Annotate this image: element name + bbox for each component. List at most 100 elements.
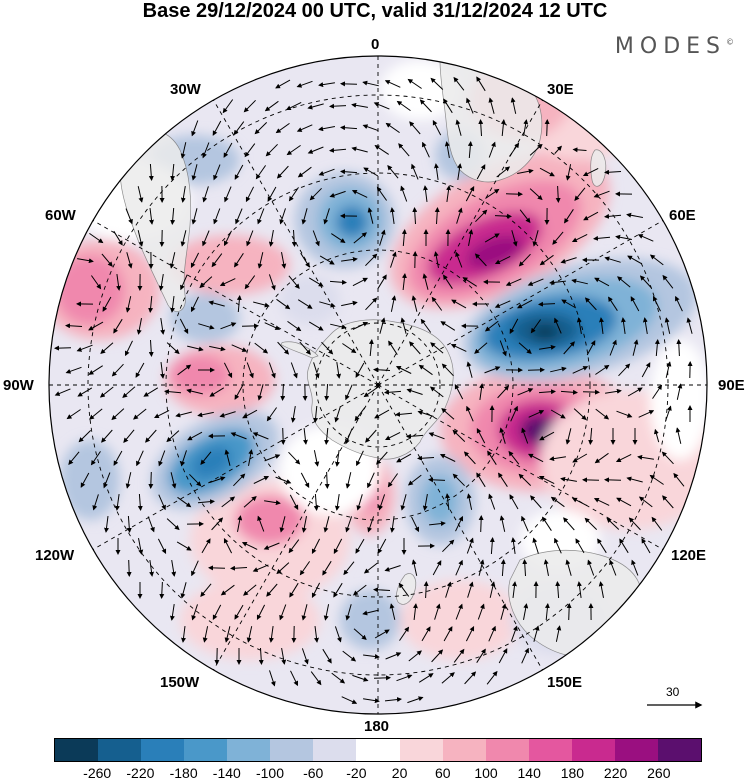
wind-vector: [616, 410, 633, 418]
wind-vector: [593, 498, 610, 506]
wind-vector: [169, 252, 176, 269]
wind-vector: [430, 77, 444, 90]
wind-vector: [474, 342, 488, 354]
wind-vector: [412, 603, 418, 620]
colorbar-tick-label: 180: [560, 765, 585, 781]
wind-vector: [661, 451, 674, 465]
wind-vector: [88, 321, 104, 331]
wind-vector: [576, 581, 582, 598]
wind-vector: [219, 411, 236, 418]
wind-vector: [148, 163, 154, 181]
wind-vector: [457, 163, 463, 180]
wind-vector: [395, 411, 413, 417]
wind-vector: [267, 186, 277, 202]
wind-vector: [354, 407, 366, 422]
wind-vector: [159, 581, 165, 599]
wind-vector: [290, 406, 296, 423]
wind-vector: [253, 476, 270, 484]
wind-vector: [609, 339, 617, 356]
wind-vector: [252, 432, 269, 440]
lon-label-60w: 60W: [45, 207, 76, 224]
wind-vector: [137, 230, 144, 247]
wind-vector: [365, 429, 377, 443]
wind-vector: [202, 230, 210, 247]
wind-vector: [212, 604, 222, 620]
wind-vector: [191, 208, 198, 225]
wind-vector: [323, 516, 330, 533]
wind-vector: [486, 670, 498, 685]
wind-vector: [385, 652, 402, 660]
wind-vector: [549, 456, 566, 462]
wind-vector: [563, 341, 575, 355]
wind-vector: [565, 428, 572, 445]
wind-vector: [539, 431, 555, 441]
wind-vector: [255, 165, 267, 180]
wind-vector: [264, 500, 281, 506]
wind-vector: [302, 428, 308, 445]
wind-vector: [334, 450, 340, 467]
wind-vector: [576, 317, 582, 334]
wind-vector: [428, 477, 446, 483]
wind-vector: [90, 275, 102, 290]
wind-vector: [234, 604, 244, 620]
south-pole-marker: [376, 383, 380, 387]
wind-vector: [254, 122, 268, 135]
wind-vector: [264, 454, 281, 462]
wind-vector: [211, 253, 223, 268]
wind-vector: [442, 539, 455, 553]
colorbar-swatch: [485, 739, 529, 761]
wind-vector: [230, 432, 247, 440]
wind-vector: [353, 232, 367, 244]
wind-vector: [489, 581, 496, 598]
colorbar-tick-label: 20: [391, 765, 408, 781]
wind-vector: [257, 252, 264, 269]
wind-vector: [291, 229, 297, 247]
wind-vector: [518, 342, 532, 354]
colorbar-tick-label: -220: [126, 765, 155, 781]
wind-vector: [237, 515, 243, 532]
lon-label-90e: 90E: [718, 377, 745, 394]
wind-vector: [555, 581, 561, 599]
wind-vector: [180, 142, 187, 159]
colorbar-tick-label: 220: [603, 765, 628, 781]
wind-vector: [166, 430, 180, 443]
wind-vector: [342, 343, 357, 354]
wind-vector: [377, 538, 387, 554]
wind-vector: [485, 188, 500, 199]
wind-vector: [351, 146, 368, 153]
wind-vector: [208, 300, 225, 307]
wind-vector: [432, 120, 442, 136]
wind-vector: [351, 102, 368, 108]
wind-vector: [572, 453, 588, 463]
wind-vector: [275, 476, 292, 484]
wind-vector: [136, 318, 142, 335]
wind-vector: [158, 494, 166, 511]
wind-vector: [170, 296, 175, 313]
wind-vector: [258, 647, 264, 665]
wind-vector: [454, 384, 464, 400]
wind-vector: [488, 625, 496, 642]
wind-vector: [345, 516, 353, 533]
wind-vector: [512, 581, 517, 598]
colorbar-swatch: [356, 739, 400, 761]
wind-vector: [510, 625, 518, 642]
wind-vector: [422, 141, 430, 158]
wind-vector: [177, 364, 192, 376]
wind-vector: [296, 80, 313, 88]
wind-vector: [175, 411, 192, 418]
wind-vector: [543, 559, 549, 576]
wind-vector: [544, 119, 550, 137]
wind-vector: [351, 190, 368, 198]
wind-vector: [147, 516, 155, 533]
colorbar-swatch: [614, 739, 658, 761]
wind-vector: [665, 361, 672, 378]
wind-vector: [137, 493, 143, 511]
wind-vector: [476, 428, 486, 444]
colorbar-swatch: [98, 739, 142, 761]
wind-vector: [583, 211, 599, 221]
wind-vector: [441, 363, 454, 377]
wind-vector: [313, 362, 320, 379]
wind-vector: [593, 190, 610, 198]
wind-vector: [422, 494, 428, 511]
wind-vector: [334, 406, 341, 423]
